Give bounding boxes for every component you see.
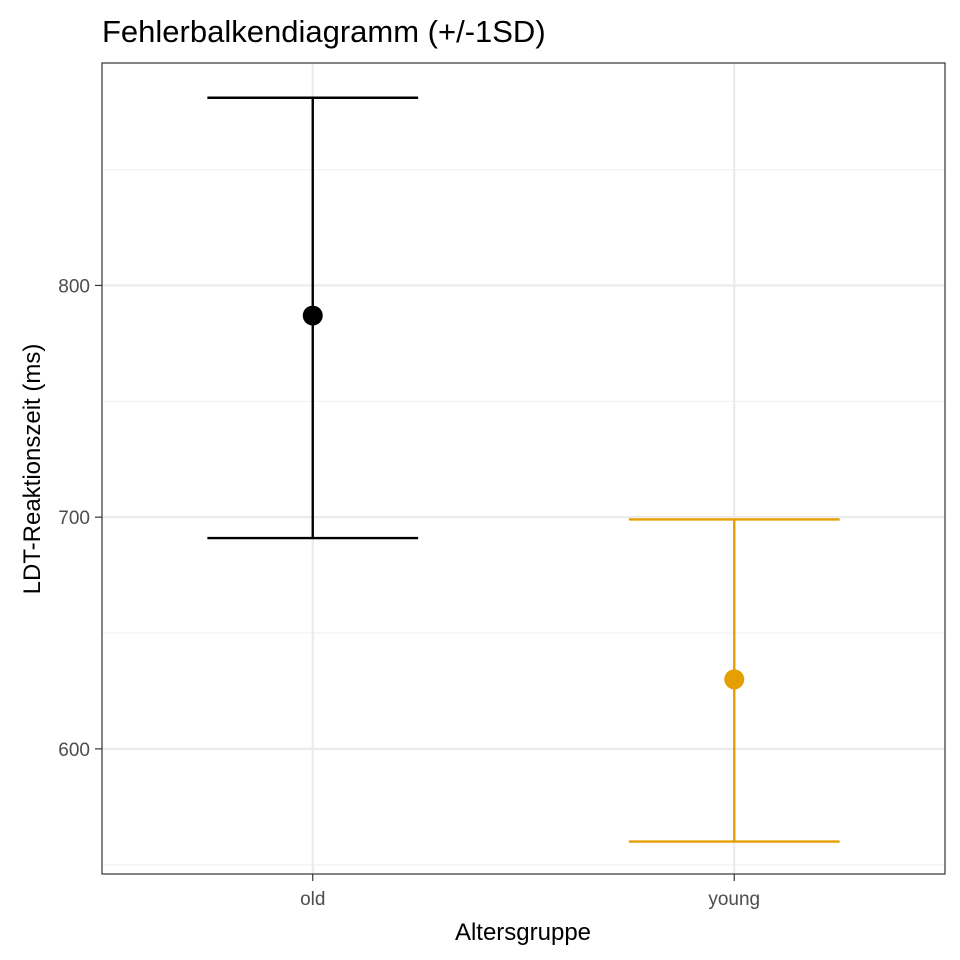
y-axis-title: LDT-Reaktionszeit (ms) <box>19 344 46 595</box>
errorbar-young <box>628 518 840 843</box>
chart-title: Fehlerbalkendiagramm (+/-1SD) <box>102 14 546 49</box>
errorbar-old <box>207 96 419 540</box>
x-tick-label: old <box>300 889 325 910</box>
y-tick-label: 800 <box>58 276 90 297</box>
plot-marks <box>207 96 840 843</box>
axes: 600 700 800 old young <box>58 276 760 910</box>
x-axis-title: Altersgruppe <box>455 919 591 946</box>
mean-point-old <box>302 305 323 326</box>
grid <box>102 63 945 874</box>
y-tick-label: 700 <box>58 508 90 529</box>
y-tick-label: 600 <box>58 740 90 761</box>
x-tick-label: young <box>708 889 760 910</box>
mean-point-young <box>724 669 745 690</box>
panel-border <box>101 62 946 875</box>
